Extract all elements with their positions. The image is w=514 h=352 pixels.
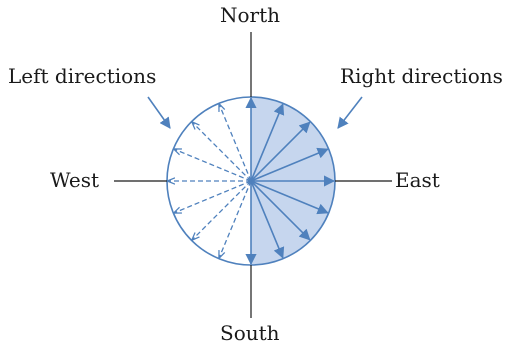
west-label: West — [50, 168, 100, 192]
right-directions-label: Right directions — [340, 64, 503, 88]
right-direction-arrow — [250, 180, 285, 259]
east-label: East — [395, 168, 440, 192]
left-directions-pointer — [147, 96, 171, 129]
south-label: South — [220, 321, 280, 345]
right-direction-arrow — [250, 147, 329, 182]
left-direction-arrows — [168, 104, 252, 258]
right-direction-arrow — [250, 180, 311, 241]
left-directions-label: Left directions — [8, 64, 157, 88]
left-direction-arrow — [192, 180, 252, 240]
north-label: North — [220, 3, 281, 27]
left-direction-arrow — [174, 149, 252, 182]
right-direction-arrow — [250, 121, 311, 182]
left-direction-arrow — [219, 104, 252, 182]
left-direction-arrow — [192, 122, 252, 182]
right-directions-pointer — [337, 96, 363, 129]
right-direction-arrow — [250, 103, 285, 182]
right-direction-arrows — [245, 96, 336, 266]
left-direction-arrow — [174, 180, 252, 213]
right-direction-arrow — [250, 180, 329, 215]
left-direction-arrow — [219, 180, 252, 258]
